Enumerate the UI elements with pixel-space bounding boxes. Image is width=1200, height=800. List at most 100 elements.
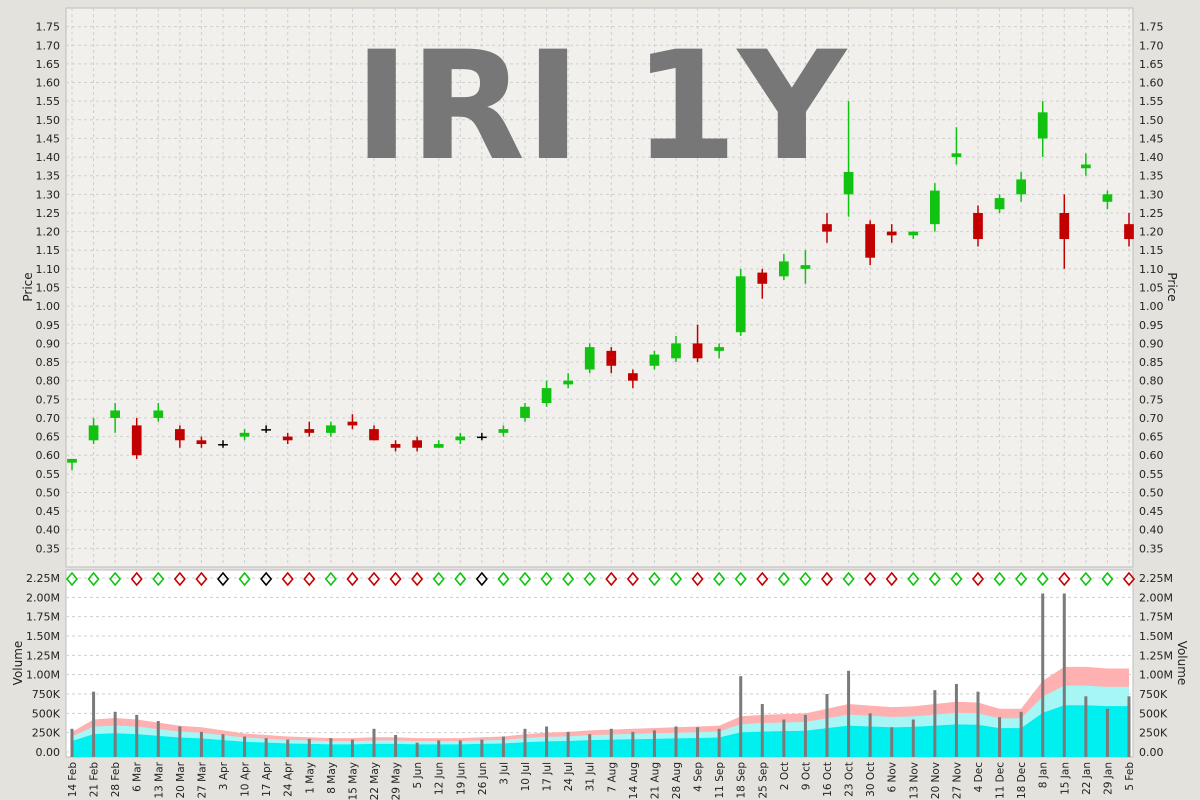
x-tick-label: 8 May	[326, 762, 338, 794]
x-tick-label: 28 Feb	[110, 762, 122, 798]
volume-axis-label-right: Volume	[1175, 641, 1189, 686]
price-tick-label-right: 1.15	[1139, 244, 1164, 257]
signal-marker	[324, 571, 337, 587]
price-tick-label-right: 0.95	[1139, 319, 1164, 332]
volume-bar	[135, 714, 139, 757]
price-tick-label-left: 0.60	[36, 449, 61, 462]
price-tick-label-right: 0.75	[1139, 393, 1164, 406]
volume-bar	[92, 691, 96, 757]
signal-marker	[432, 571, 445, 587]
volume-bar	[156, 721, 160, 757]
x-tick-label: 6 Nov	[887, 762, 899, 793]
x-tick-label: 25 Sep	[757, 762, 769, 799]
price-tick-label-right: 0.85	[1139, 356, 1164, 369]
candle-body	[110, 410, 120, 418]
volume-bar	[1041, 593, 1045, 757]
volume-bar	[437, 740, 441, 757]
x-tick-label: 14 Aug	[628, 762, 640, 799]
price-tick-label-right: 1.50	[1139, 114, 1164, 127]
candle-body	[326, 425, 336, 433]
candle-body	[196, 440, 207, 445]
x-tick-label: 29 Jan	[1102, 762, 1114, 795]
volume-band-cyan	[72, 705, 1129, 757]
signal-marker	[540, 571, 553, 587]
signal-marker	[713, 571, 726, 587]
candle-body	[692, 343, 703, 359]
x-tick-label: 6 Mar	[132, 761, 144, 792]
volume-bar	[545, 726, 549, 757]
candle-body	[477, 436, 487, 439]
x-tick-label: 15 May	[347, 762, 359, 800]
x-tick-label: 8 Jan	[1038, 762, 1050, 788]
price-tick-label-right: 1.70	[1139, 39, 1164, 52]
price-tick-label-right: 1.45	[1139, 132, 1164, 145]
candle-body	[1037, 112, 1048, 139]
signal-marker	[885, 571, 898, 587]
price-tick-label-right: 0.90	[1139, 337, 1164, 350]
price-axis-label-right: Price	[1165, 272, 1179, 301]
candle-body	[455, 436, 466, 441]
volume-bar	[696, 727, 700, 757]
volume-bar	[264, 738, 268, 757]
x-tick-label: 21 Aug	[649, 762, 661, 799]
signal-marker	[238, 571, 251, 587]
x-tick-label: 3 Jul	[498, 762, 510, 785]
price-tick-label-left: 1.10	[36, 263, 61, 276]
volume-tick-label-left: 0.00	[36, 746, 61, 759]
price-tick-label-left: 0.80	[36, 375, 61, 388]
x-tick-label: 29 May	[391, 762, 403, 800]
price-tick-label-left: 1.60	[36, 77, 61, 90]
x-tick-label: 27 Mar	[196, 761, 208, 798]
volume-bar	[458, 740, 462, 757]
x-tick-label: 22 Jan	[1081, 762, 1093, 795]
signal-marker	[820, 571, 834, 587]
volume-bar	[890, 727, 894, 757]
volume-bar	[113, 711, 117, 757]
candle-body	[347, 421, 358, 426]
volume-bar	[911, 719, 915, 757]
signal-marker	[605, 571, 618, 587]
volume-bar	[1019, 711, 1023, 757]
volume-bar	[70, 728, 74, 757]
volume-bar	[480, 739, 484, 757]
volume-bar	[243, 736, 247, 757]
x-tick-label: 26 Jun	[477, 762, 489, 795]
x-tick-label: 24 Apr	[283, 761, 295, 797]
volume-bar	[609, 728, 613, 757]
volume-bar	[825, 694, 829, 757]
volume-bar	[199, 731, 203, 757]
x-tick-label: 4 Dec	[973, 762, 985, 793]
volume-bar	[1084, 696, 1088, 757]
price-tick-label-left: 0.50	[36, 486, 61, 499]
price-tick-label-left: 1.30	[36, 188, 61, 201]
price-tick-label-left: 1.65	[36, 58, 61, 71]
x-tick-label: 9 Oct	[800, 762, 812, 790]
signal-marker	[109, 571, 122, 587]
volume-bar	[631, 731, 635, 757]
volume-tick-label-left: 1.75M	[26, 611, 60, 624]
signal-marker	[648, 571, 661, 587]
signal-marker	[65, 571, 79, 587]
price-tick-label-right: 1.00	[1139, 300, 1164, 313]
x-tick-label: 31 Jul	[585, 762, 597, 791]
x-tick-label: 11 Sep	[714, 762, 726, 799]
signal-marker	[130, 571, 143, 587]
x-tick-label: 10 Apr	[240, 761, 252, 797]
candle-body	[951, 153, 962, 158]
candle-body	[800, 265, 811, 269]
volume-bar	[760, 704, 764, 757]
signal-marker	[454, 571, 467, 587]
volume-tick-label-right: 250K	[1139, 727, 1168, 740]
signal-marker	[928, 571, 941, 587]
candle-body	[649, 354, 660, 366]
x-tick-label: 30 Oct	[865, 762, 877, 797]
signal-marker	[669, 571, 683, 587]
candle-body	[88, 425, 99, 441]
candle-body	[822, 224, 832, 232]
candle-body	[843, 171, 854, 195]
volume-bar	[803, 714, 807, 757]
signal-marker	[173, 571, 186, 587]
volume-bar	[782, 719, 786, 757]
x-tick-label: 11 Dec	[995, 762, 1007, 799]
